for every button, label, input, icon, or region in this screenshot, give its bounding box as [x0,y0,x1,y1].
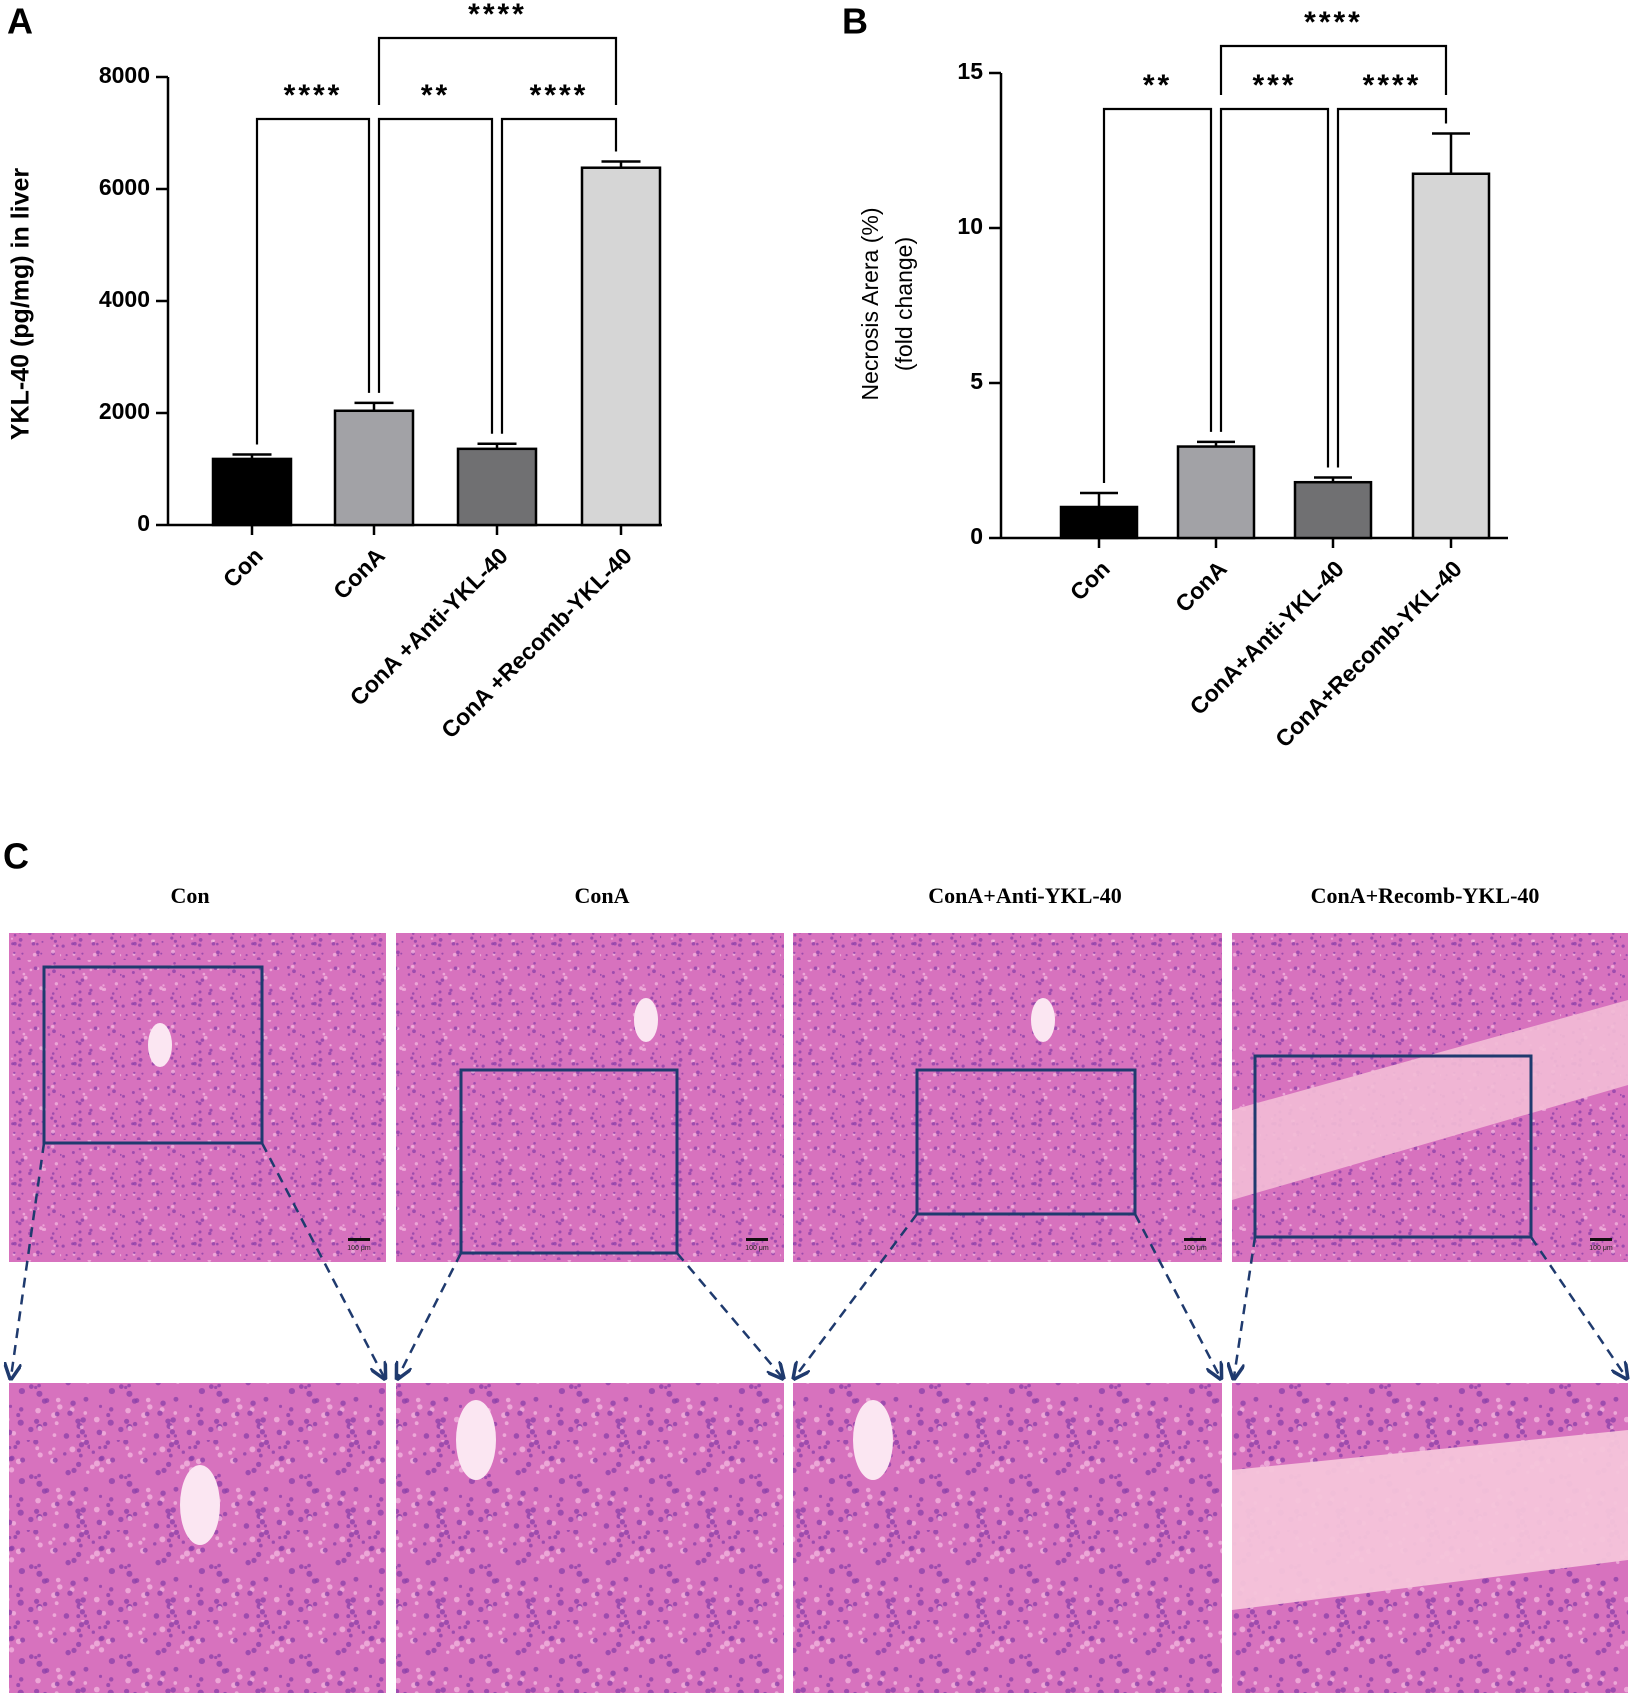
scale-bar [1184,1238,1206,1241]
significance-bracket [1102,107,1213,484]
significance-bracket [1219,107,1330,468]
zoom-arrow [1529,1236,1626,1377]
y-tick-label: 8000 [99,62,150,88]
histology-title: Con [170,883,209,908]
vessel [853,1400,893,1480]
bar [333,409,415,527]
zoom-arrow [1133,1213,1220,1377]
y-axis-label: (fold change) [891,237,917,371]
histology-image [9,933,386,1262]
histology-title: ConA [574,883,629,908]
y-tick-label: 6000 [99,174,150,200]
y-tick-label: 4000 [99,286,150,312]
significance-label: **** [1363,69,1422,102]
zoom-arrow [11,1142,46,1377]
bar [1411,172,1491,540]
y-axis-label: Necrosis Arera (%) [857,208,883,401]
y-tick-label: 5 [970,368,983,394]
histology-image [793,933,1222,1262]
scale-bar [348,1238,370,1241]
x-tick-label: ConA [1170,555,1232,617]
significance-label: *** [1252,69,1296,102]
significance-label: **** [1304,6,1363,39]
panel-label: C [3,836,29,877]
panel-label: A [7,1,33,42]
significance-label: ** [421,79,450,112]
histology-image [396,933,784,1262]
vessel [634,998,658,1042]
zoom-box [1253,1054,1533,1239]
y-axis-label: YKL-40 (pg/mg) in liver [7,168,35,441]
bar [580,166,662,527]
bar [456,447,538,527]
significance-label: **** [284,79,343,112]
bar [1176,445,1256,540]
y-tick-label: 10 [957,213,983,239]
significance-bracket [377,117,494,434]
y-tick-label: 2000 [99,398,150,424]
panel-label: B [842,1,868,42]
histology-title: ConA+Recomb-YKL-40 [1311,883,1540,908]
significance-label: **** [468,0,527,31]
vessel [456,1400,496,1480]
significance-bracket [377,36,618,105]
zoom-box [42,965,264,1145]
significance-label: ** [1143,69,1172,102]
scale-bar-label: 100 μm [1183,1245,1207,1252]
vessel [1031,998,1055,1042]
histology-title: ConA+Anti-YKL-40 [928,883,1121,908]
significance-bracket [255,117,371,445]
scale-bar-label: 100 μm [1589,1245,1613,1252]
zoom-arrow [676,1252,782,1377]
y-tick-label: 15 [957,58,983,84]
zoom-box [459,1068,679,1255]
vessel [148,1023,172,1067]
necrosis-band [1232,1430,1628,1610]
significance-bracket [500,117,618,434]
scale-bar-label: 100 μm [745,1245,769,1252]
y-tick-label: 0 [137,510,150,536]
scale-bar [1590,1238,1612,1241]
zoom-arrow [398,1252,463,1377]
zoom-arrow [260,1142,384,1377]
x-tick-label: ConA+Recomb-YKL-40 [1270,555,1467,752]
significance-label: **** [530,79,589,112]
significance-bracket [1336,107,1448,468]
x-tick-label: Con [218,542,268,592]
vessel [180,1465,220,1545]
bar [211,457,293,527]
zoom-box [915,1068,1137,1216]
x-tick-label: ConA [328,542,390,604]
bar [1293,480,1373,540]
histology-zoom [396,1383,784,1693]
scale-bar-label: 100 μm [347,1245,371,1252]
necrosis-band [1232,1000,1628,1200]
x-tick-label: Con [1065,555,1115,605]
bar [1059,505,1139,540]
scale-bar [746,1238,768,1241]
significance-bracket [1219,44,1448,95]
zoom-arrow [1234,1236,1257,1377]
y-tick-label: 0 [970,523,983,549]
